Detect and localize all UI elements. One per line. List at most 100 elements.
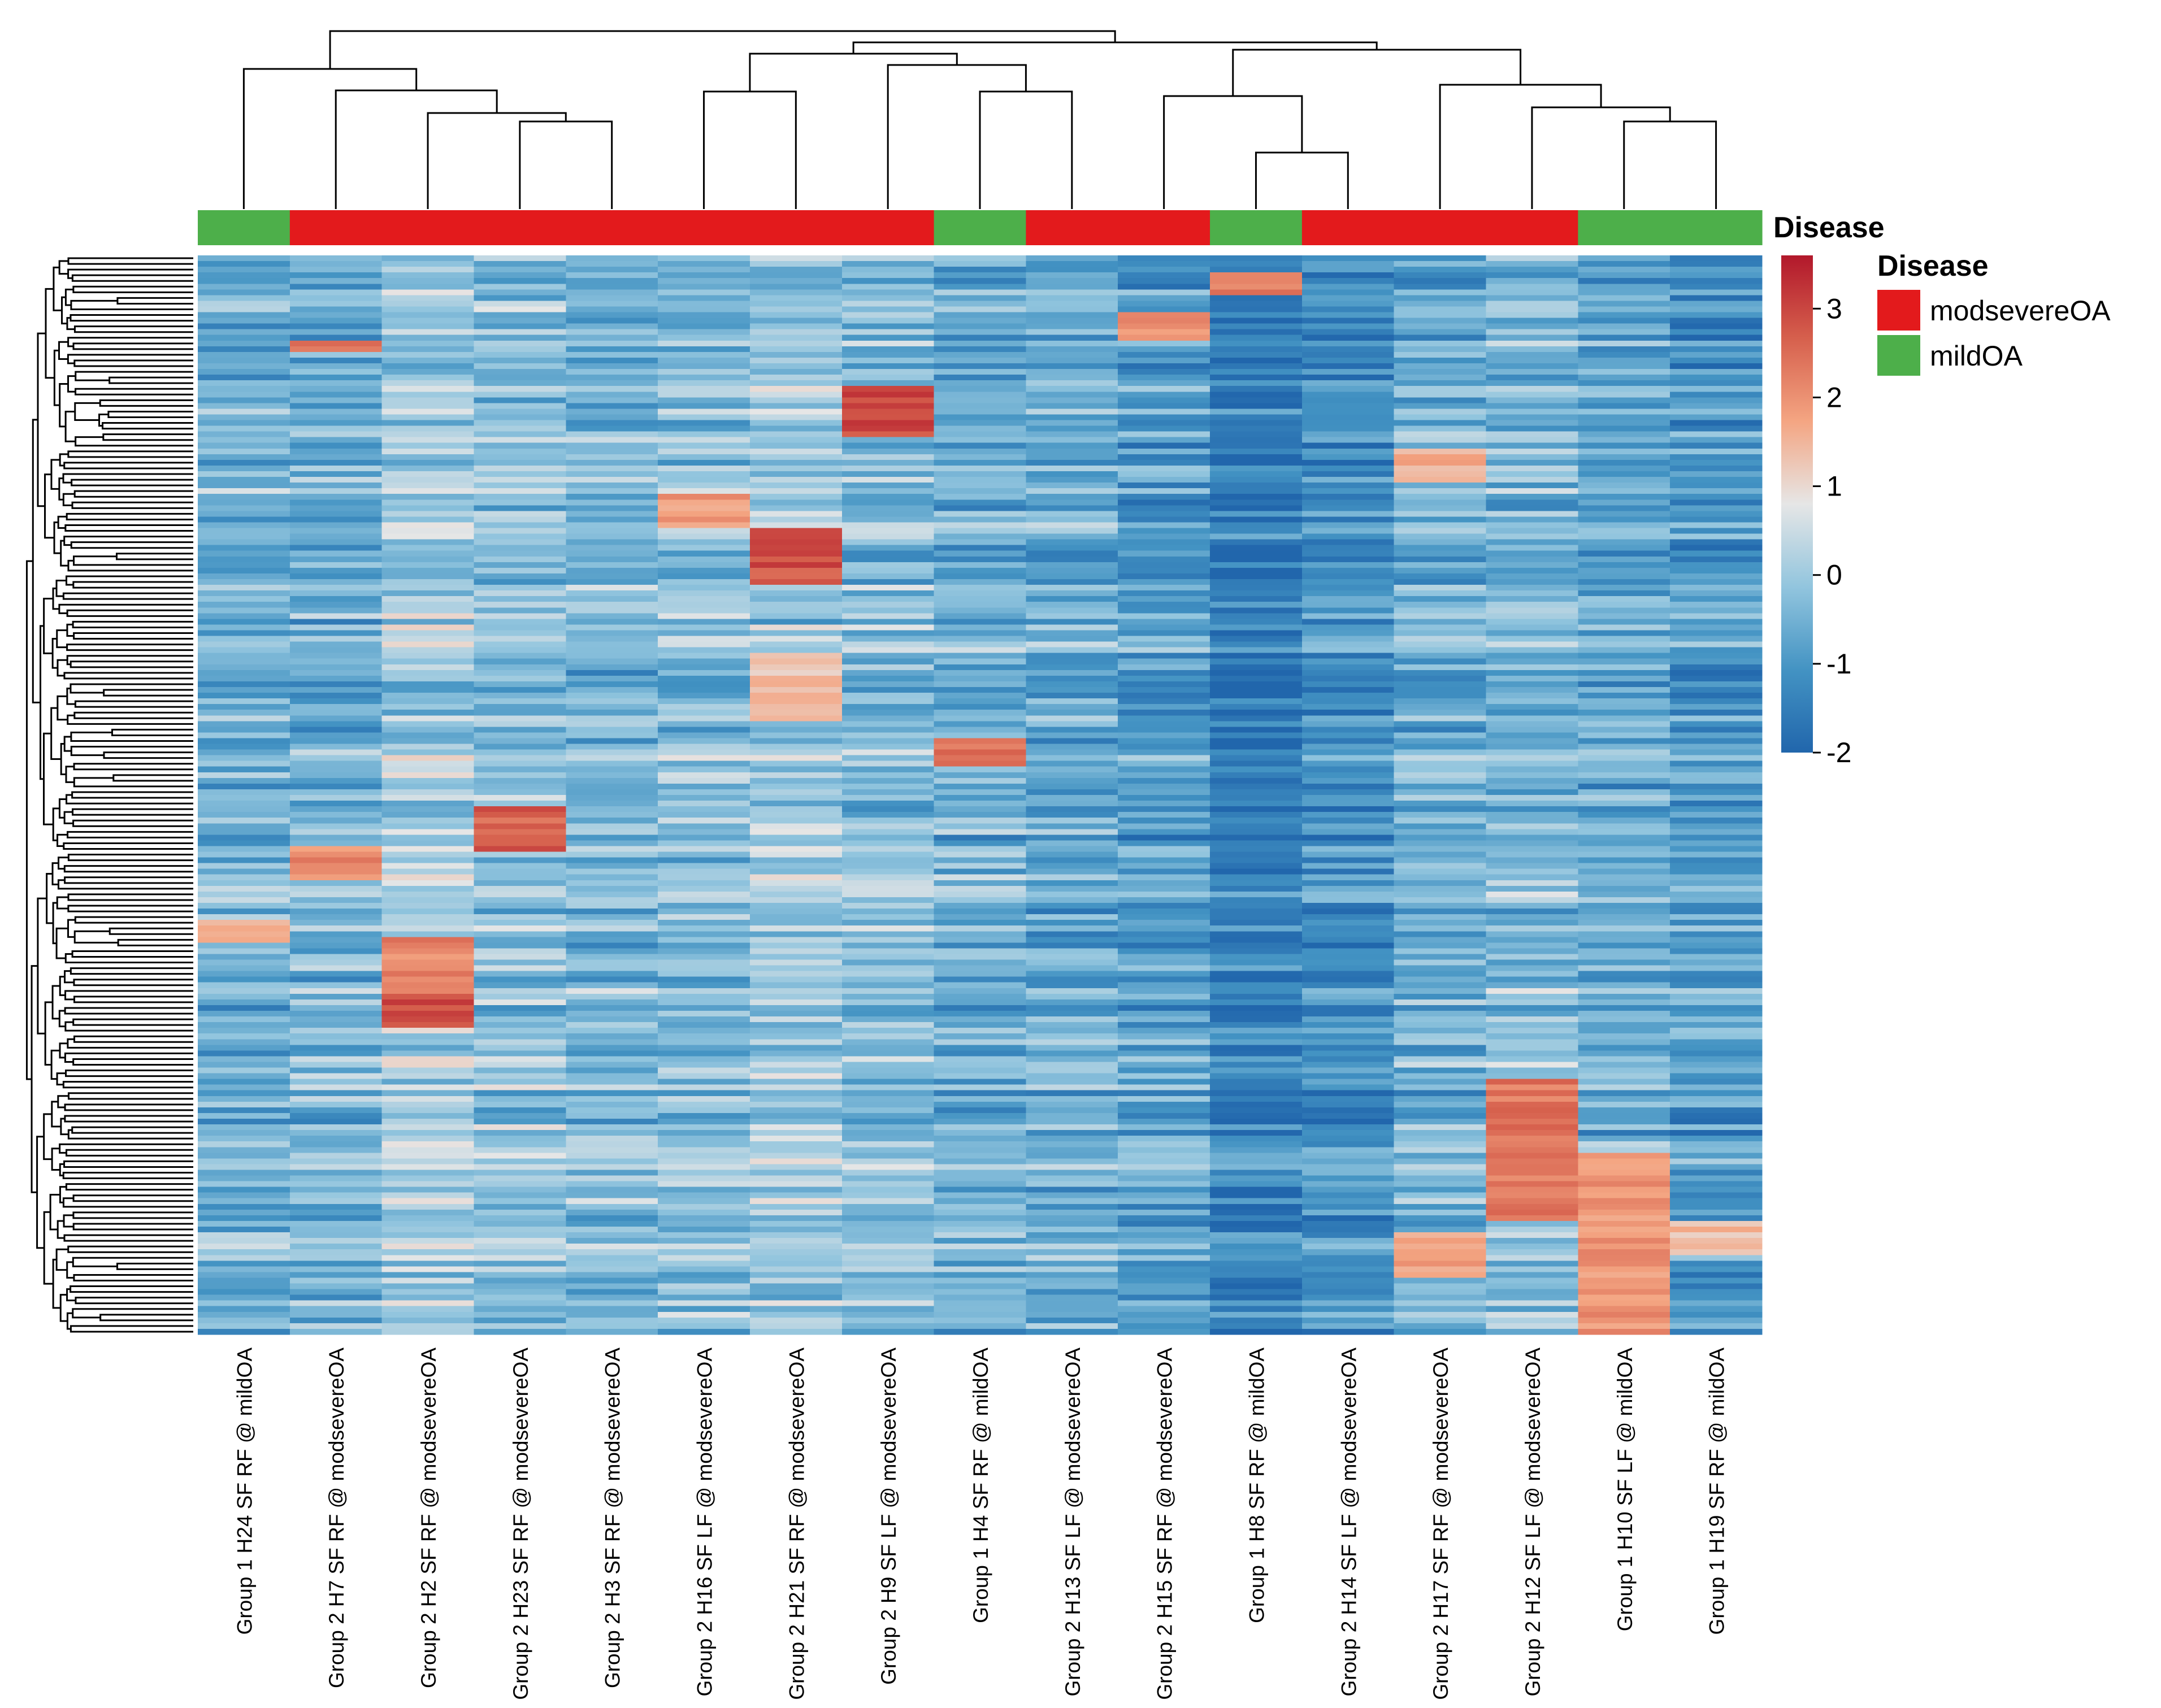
heatmap-cell xyxy=(474,783,566,790)
heatmap-cell xyxy=(1026,1039,1118,1045)
heatmap-cell xyxy=(289,505,383,511)
heatmap-cell xyxy=(289,607,383,614)
heatmap-cell xyxy=(1210,1181,1303,1188)
heatmap-cell xyxy=(749,1079,843,1085)
heatmap-cell xyxy=(474,914,566,920)
heatmap-cell xyxy=(1210,840,1303,847)
heatmap-cell xyxy=(474,437,566,444)
heatmap-cell xyxy=(1301,585,1395,591)
heatmap-cell xyxy=(566,1130,658,1136)
heatmap-cell xyxy=(1301,772,1395,779)
heatmap-cell xyxy=(1026,1238,1118,1244)
heatmap-cell xyxy=(934,437,1027,444)
heatmap-cell xyxy=(289,948,383,955)
heatmap-cell xyxy=(198,857,290,864)
heatmap-cell xyxy=(1026,636,1118,642)
heatmap-cell xyxy=(1301,261,1395,267)
heatmap-cell xyxy=(934,425,1027,432)
heatmap-cell xyxy=(381,1016,475,1023)
heatmap-cell xyxy=(381,829,475,835)
heatmap-cell xyxy=(381,1050,475,1057)
heatmap-cell xyxy=(658,545,750,551)
heatmap-cell xyxy=(749,1215,843,1222)
heatmap-cell xyxy=(1394,937,1487,943)
heatmap-cell xyxy=(289,1096,383,1102)
legend-label-modsevereoa: modsevereOA xyxy=(1930,295,2111,327)
heatmap-cell xyxy=(749,459,843,466)
heatmap-cell xyxy=(474,465,566,472)
heatmap-cell xyxy=(1578,323,1670,330)
heatmap-cell xyxy=(1118,880,1210,886)
dendrogram-link xyxy=(703,90,797,209)
heatmap-cell xyxy=(841,1164,935,1171)
heatmap-cell xyxy=(1670,1147,1763,1153)
heatmap-cell xyxy=(841,624,935,631)
heatmap-cell xyxy=(1026,1244,1118,1250)
heatmap-cell xyxy=(1210,658,1303,665)
heatmap-cell xyxy=(198,693,290,699)
heatmap-cell xyxy=(658,920,750,926)
heatmap-cell xyxy=(566,868,658,875)
heatmap-cell xyxy=(934,675,1027,682)
heatmap-cell xyxy=(1394,971,1487,977)
heatmap-cell xyxy=(381,1187,475,1193)
heatmap-cell xyxy=(1486,993,1578,1000)
heatmap-cell xyxy=(1026,1096,1118,1102)
heatmap-cell xyxy=(474,760,566,767)
heatmap-cell xyxy=(934,471,1027,477)
heatmap-cell xyxy=(474,857,566,864)
heatmap-cell xyxy=(1026,278,1118,284)
heatmap-cell xyxy=(841,346,935,353)
heatmap-cell xyxy=(1394,1124,1487,1131)
heatmap-cell xyxy=(566,1079,658,1085)
heatmap-cell xyxy=(1394,1249,1487,1255)
column-label: Group 2 H23 SF RF @ modsevereOA xyxy=(509,1348,532,1700)
heatmap-cell xyxy=(198,829,290,835)
heatmap-cell xyxy=(1578,704,1670,710)
heatmap-cell xyxy=(1026,596,1118,602)
heatmap-cell xyxy=(1210,442,1303,449)
heatmap-cell xyxy=(566,1255,658,1261)
heatmap-cell xyxy=(1026,425,1118,432)
heatmap-cell xyxy=(198,1175,290,1182)
heatmap-cell xyxy=(381,755,475,762)
heatmap-cell xyxy=(381,806,475,812)
heatmap-cell xyxy=(934,567,1027,574)
heatmap-cell xyxy=(841,715,935,722)
heatmap-cell xyxy=(934,1261,1027,1267)
heatmap-cell xyxy=(749,897,843,903)
heatmap-cell xyxy=(841,851,935,858)
heatmap-cell xyxy=(566,1289,658,1296)
heatmap-cell xyxy=(1301,1022,1395,1028)
heatmap-cell xyxy=(1118,909,1210,915)
heatmap-cell xyxy=(1394,301,1487,307)
heatmap-cell xyxy=(1026,613,1118,619)
heatmap-cell xyxy=(1118,1277,1210,1284)
heatmap-cell xyxy=(566,851,658,858)
heatmap-cell xyxy=(749,590,843,597)
heatmap-cell xyxy=(1210,777,1303,784)
heatmap-cell xyxy=(198,380,290,386)
heatmap-cell xyxy=(566,823,658,829)
heatmap-cell xyxy=(658,471,750,477)
heatmap-cell xyxy=(474,965,566,972)
heatmap-cell xyxy=(1301,590,1395,597)
heatmap-cell xyxy=(1210,721,1303,727)
heatmap-cell xyxy=(566,846,658,853)
heatmap-cell xyxy=(1486,1294,1578,1301)
heatmap-cell xyxy=(934,1124,1027,1131)
heatmap-cell xyxy=(1210,403,1303,410)
heatmap-cell xyxy=(1578,840,1670,847)
heatmap-cell xyxy=(1026,920,1118,926)
heatmap-cell xyxy=(1026,1033,1118,1040)
heatmap-cell xyxy=(1394,511,1487,518)
heatmap-cell xyxy=(1394,567,1487,574)
heatmap-cell xyxy=(381,727,475,733)
heatmap-cell xyxy=(749,721,843,727)
heatmap-cell xyxy=(566,783,658,790)
heatmap-cell xyxy=(934,1112,1027,1119)
heatmap-cell xyxy=(841,1107,935,1114)
heatmap-cell xyxy=(934,721,1027,727)
heatmap-cell xyxy=(841,306,935,313)
dendrogram-link xyxy=(64,990,193,1001)
